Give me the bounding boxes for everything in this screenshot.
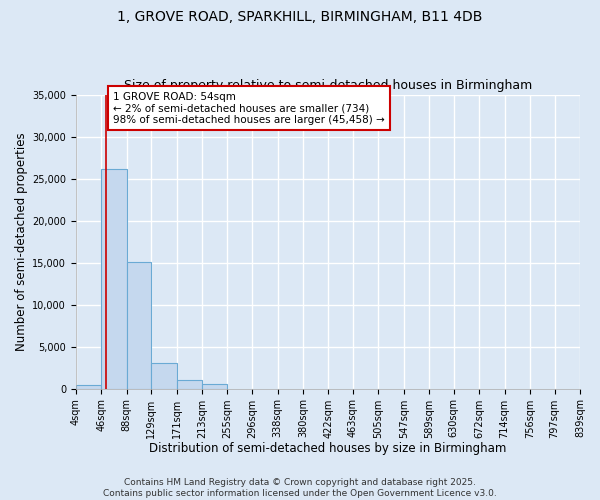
Bar [151, 362, 177, 388]
Text: 1 GROVE ROAD: 54sqm
← 2% of semi-detached houses are smaller (734)
98% of semi-d: 1 GROVE ROAD: 54sqm ← 2% of semi-detache… [113, 92, 385, 125]
Bar [76, 386, 101, 388]
Bar [202, 384, 227, 388]
Text: 1, GROVE ROAD, SPARKHILL, BIRMINGHAM, B11 4DB: 1, GROVE ROAD, SPARKHILL, BIRMINGHAM, B1… [118, 10, 482, 24]
Bar [101, 170, 127, 388]
Bar [177, 380, 202, 388]
X-axis label: Distribution of semi-detached houses by size in Birmingham: Distribution of semi-detached houses by … [149, 442, 506, 455]
Y-axis label: Number of semi-detached properties: Number of semi-detached properties [15, 132, 28, 351]
Text: Contains HM Land Registry data © Crown copyright and database right 2025.
Contai: Contains HM Land Registry data © Crown c… [103, 478, 497, 498]
Bar [127, 262, 151, 388]
Title: Size of property relative to semi-detached houses in Birmingham: Size of property relative to semi-detach… [124, 79, 532, 92]
